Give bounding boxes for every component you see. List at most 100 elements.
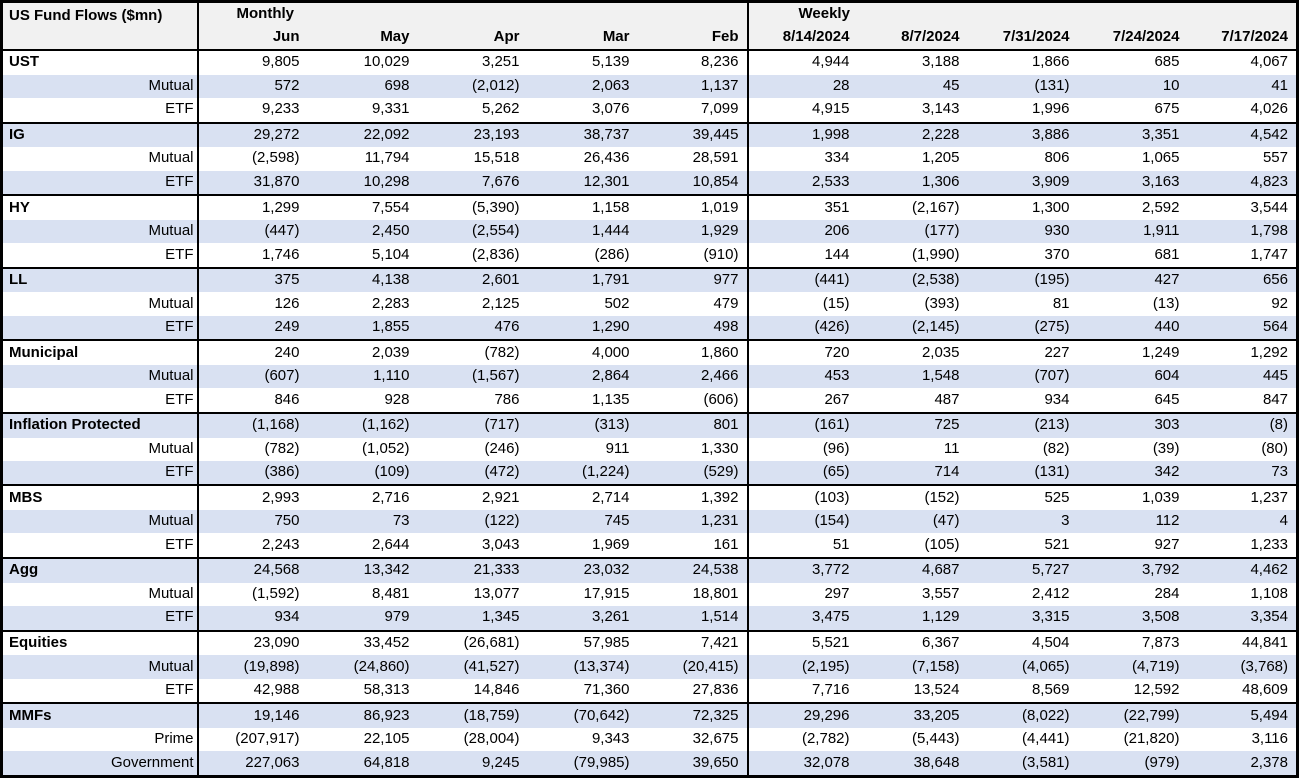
data-cell: 479: [713, 294, 739, 312]
data-cell: 10: [1077, 74, 1188, 98]
data-cell: 2,283: [371, 294, 410, 312]
row-label-sub: Mutual: [1, 292, 199, 316]
table-title: US Fund Flows ($mn): [1, 1, 199, 50]
data-cell: 3,351: [1077, 121, 1188, 148]
data-cell: (979): [1077, 751, 1188, 777]
table-row: Government 227,063 64,818 9,245 (79,985) 39,6…: [1, 751, 1298, 777]
data-cell: (275): [967, 315, 1078, 341]
data-cell: 1,290: [527, 315, 638, 341]
data-cell: 206: [746, 219, 858, 244]
data-cell: (393): [924, 294, 960, 312]
data-cell: 1,746: [261, 245, 300, 263]
column-header: May: [307, 26, 418, 51]
data-cell: (13): [1152, 294, 1180, 312]
row-label-sub: ETF: [1, 97, 199, 123]
data-cell: 2,716: [307, 484, 418, 511]
data-cell: 1,129: [857, 606, 968, 631]
data-cell: 23,090: [197, 629, 308, 656]
data-cell: 351: [746, 194, 858, 220]
data-cell: 42,988: [253, 681, 300, 699]
data-cell: 58,313: [363, 681, 410, 699]
data-cell: 22,105: [363, 730, 410, 748]
row-label-sub: ETF: [1, 243, 199, 268]
data-cell: 39,445: [637, 121, 748, 148]
data-cell: (131): [967, 460, 1078, 486]
data-cell: 4,462: [1187, 557, 1298, 583]
data-cell: 2,125: [481, 294, 520, 312]
data-cell: 3,544: [1187, 194, 1298, 220]
column-header: Apr: [417, 26, 528, 51]
table-row: LL 375 4,138 2,601 1,791 977 (441) (2,538) (195)…: [1, 266, 1298, 293]
data-cell: 7,554: [307, 194, 418, 220]
data-cell: 2,601: [417, 266, 528, 293]
data-cell: 10,298: [307, 170, 418, 196]
data-cell: 1,345: [417, 606, 528, 631]
data-cell: (8): [1187, 411, 1298, 438]
data-cell: (1,052): [361, 439, 410, 457]
data-cell: 9,805: [197, 49, 308, 75]
row-label-sub: Mutual: [1, 219, 199, 244]
row-label-sub: Prime: [1, 727, 199, 752]
data-cell: 3,772: [746, 557, 858, 583]
data-cell: 453: [746, 364, 858, 389]
data-cell: 48,609: [1242, 681, 1288, 699]
data-cell: (122): [417, 510, 528, 534]
table-row: Municipal 240 2,039 (782) 4,000 1,860 720 2,035…: [1, 339, 1298, 365]
data-cell: 23,032: [527, 557, 638, 583]
table-row: Mutual (607) 1,110 (1,567) 2,864 2,466 453 1,54…: [1, 364, 1298, 389]
data-cell: 1,300: [967, 194, 1078, 220]
row-label-group: Municipal: [1, 339, 199, 365]
data-cell: 4,026: [1250, 100, 1288, 118]
data-cell: 342: [1077, 460, 1188, 486]
table-row: Inflation Protected (1,168) (1,162) (717) (3…: [1, 411, 1298, 438]
data-cell: 3,043: [481, 535, 520, 553]
data-cell: 4,138: [307, 266, 418, 293]
data-cell: 4: [1187, 510, 1298, 534]
data-cell: 4,000: [527, 339, 638, 365]
data-cell: 2,644: [371, 535, 410, 553]
data-cell: 2,993: [197, 484, 308, 511]
data-cell: 3,315: [967, 606, 1078, 631]
data-cell: 92: [1271, 294, 1288, 312]
data-cell: (313): [527, 411, 638, 438]
data-cell: 2,378: [1187, 751, 1298, 777]
data-cell: 1,548: [857, 364, 968, 389]
data-cell: 13,524: [913, 681, 960, 699]
data-cell: 375: [197, 266, 308, 293]
data-cell: 2,412: [1031, 584, 1070, 602]
data-cell: 15,518: [473, 149, 520, 167]
column-header-row: Jun May Apr Mar Feb 8/14/2024 8/7/2024 7/31/202…: [2, 26, 1298, 51]
section-header-weekly: Weekly: [746, 1, 1298, 26]
data-cell: 750: [197, 510, 308, 534]
data-cell: 1,135: [591, 390, 630, 408]
data-cell: 1,866: [967, 49, 1078, 75]
data-cell: 3,886: [967, 121, 1078, 148]
data-cell: (4,441): [1021, 730, 1070, 748]
data-cell: (19,898): [197, 655, 308, 679]
data-cell: (1,162): [307, 411, 418, 438]
data-cell: 22,092: [307, 121, 418, 148]
data-cell: 32,675: [692, 730, 739, 748]
data-cell: 2,714: [527, 484, 638, 511]
data-cell: 71,360: [583, 681, 630, 699]
data-cell: 1,860: [637, 339, 748, 365]
data-cell: (154): [746, 510, 858, 534]
data-cell: 7,716: [746, 678, 858, 704]
data-cell: 979: [307, 606, 418, 631]
data-cell: 3,188: [857, 49, 968, 75]
data-cell: 45: [857, 74, 968, 98]
data-cell: (529): [637, 460, 748, 486]
data-cell: 2,039: [307, 339, 418, 365]
data-cell: (20,415): [637, 655, 748, 679]
data-cell: 1,444: [527, 219, 638, 244]
data-cell: 81: [1052, 294, 1070, 312]
data-cell: (207,917): [235, 730, 300, 748]
table-row: ETF (386) (109) (472) (1,224) (529) (65) 714 (13…: [1, 460, 1298, 486]
data-cell: 11,794: [364, 149, 410, 167]
data-cell: 73: [1187, 460, 1298, 486]
data-cell: 9,331: [371, 100, 410, 118]
data-cell: 645: [1154, 390, 1180, 408]
data-cell: (7,158): [857, 655, 968, 679]
row-label-sub: Mutual: [1, 437, 199, 461]
table-row: Prime (207,917) 22,105 (28,004) 9,343 32,675 (…: [1, 727, 1298, 752]
